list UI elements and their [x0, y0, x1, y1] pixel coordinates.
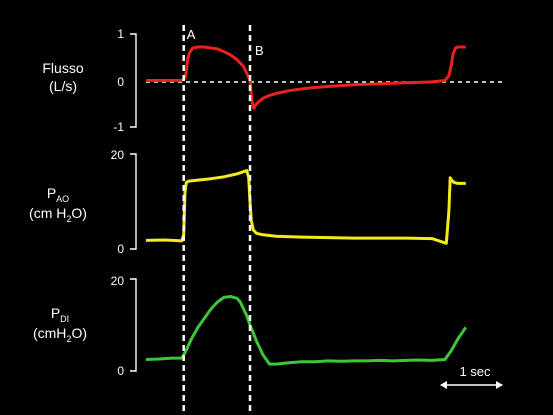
flow-label-line2: (L/s) — [49, 78, 77, 94]
pdi-label-sub: DI — [60, 314, 69, 324]
pao-label-line1: PAO — [47, 185, 69, 204]
pdi-trace — [145, 295, 468, 366]
pao-y-axis — [130, 153, 137, 250]
pdi-ytick-20: 20 — [111, 274, 125, 288]
pdi-label-main: P — [51, 305, 60, 321]
pao-panel: PAO (cm H2O) 20 0 — [29, 148, 466, 256]
pdi-unit-b: O) — [71, 325, 87, 341]
time-scale-bar: 1 sec — [440, 364, 503, 389]
pao-ytick-0: 0 — [117, 242, 124, 256]
marker-b-label: B — [255, 43, 264, 58]
pdi-panel: PDI (cmH2O) 20 0 — [33, 274, 468, 378]
pao-label-sub: AO — [56, 194, 69, 204]
flow-ytick-0: 0 — [117, 75, 124, 89]
flow-label-line1: Flusso — [42, 60, 83, 76]
scale-bar-label: 1 sec — [459, 364, 491, 379]
pao-unit-a: (cm H — [29, 205, 66, 221]
pdi-label-line1: PDI — [51, 305, 69, 324]
scale-bar-left-arrow — [440, 381, 447, 389]
pao-trace — [145, 169, 466, 245]
flow-ytick-1: 1 — [117, 27, 124, 41]
flow-panel: Flusso (L/s) 1 0 -1 — [42, 27, 502, 134]
pdi-y-axis — [130, 278, 137, 372]
pao-unit-b: O) — [71, 205, 87, 221]
flow-y-axis — [130, 33, 137, 128]
pao-unit-sub: 2 — [66, 214, 71, 224]
marker-a-label: A — [187, 27, 196, 42]
pdi-ytick-0: 0 — [117, 364, 124, 378]
pdi-unit-sub: 2 — [66, 334, 71, 344]
flow-trace — [146, 45, 466, 110]
pdi-label-line2: (cmH2O) — [33, 325, 87, 344]
scale-bar-right-arrow — [496, 381, 503, 389]
pao-ytick-20: 20 — [111, 148, 125, 162]
flow-ytick-neg1: -1 — [113, 120, 124, 134]
pdi-unit-a: (cmH — [33, 325, 66, 341]
pao-label-main: P — [47, 185, 56, 201]
pao-label-line2: (cm H2O) — [29, 205, 87, 224]
